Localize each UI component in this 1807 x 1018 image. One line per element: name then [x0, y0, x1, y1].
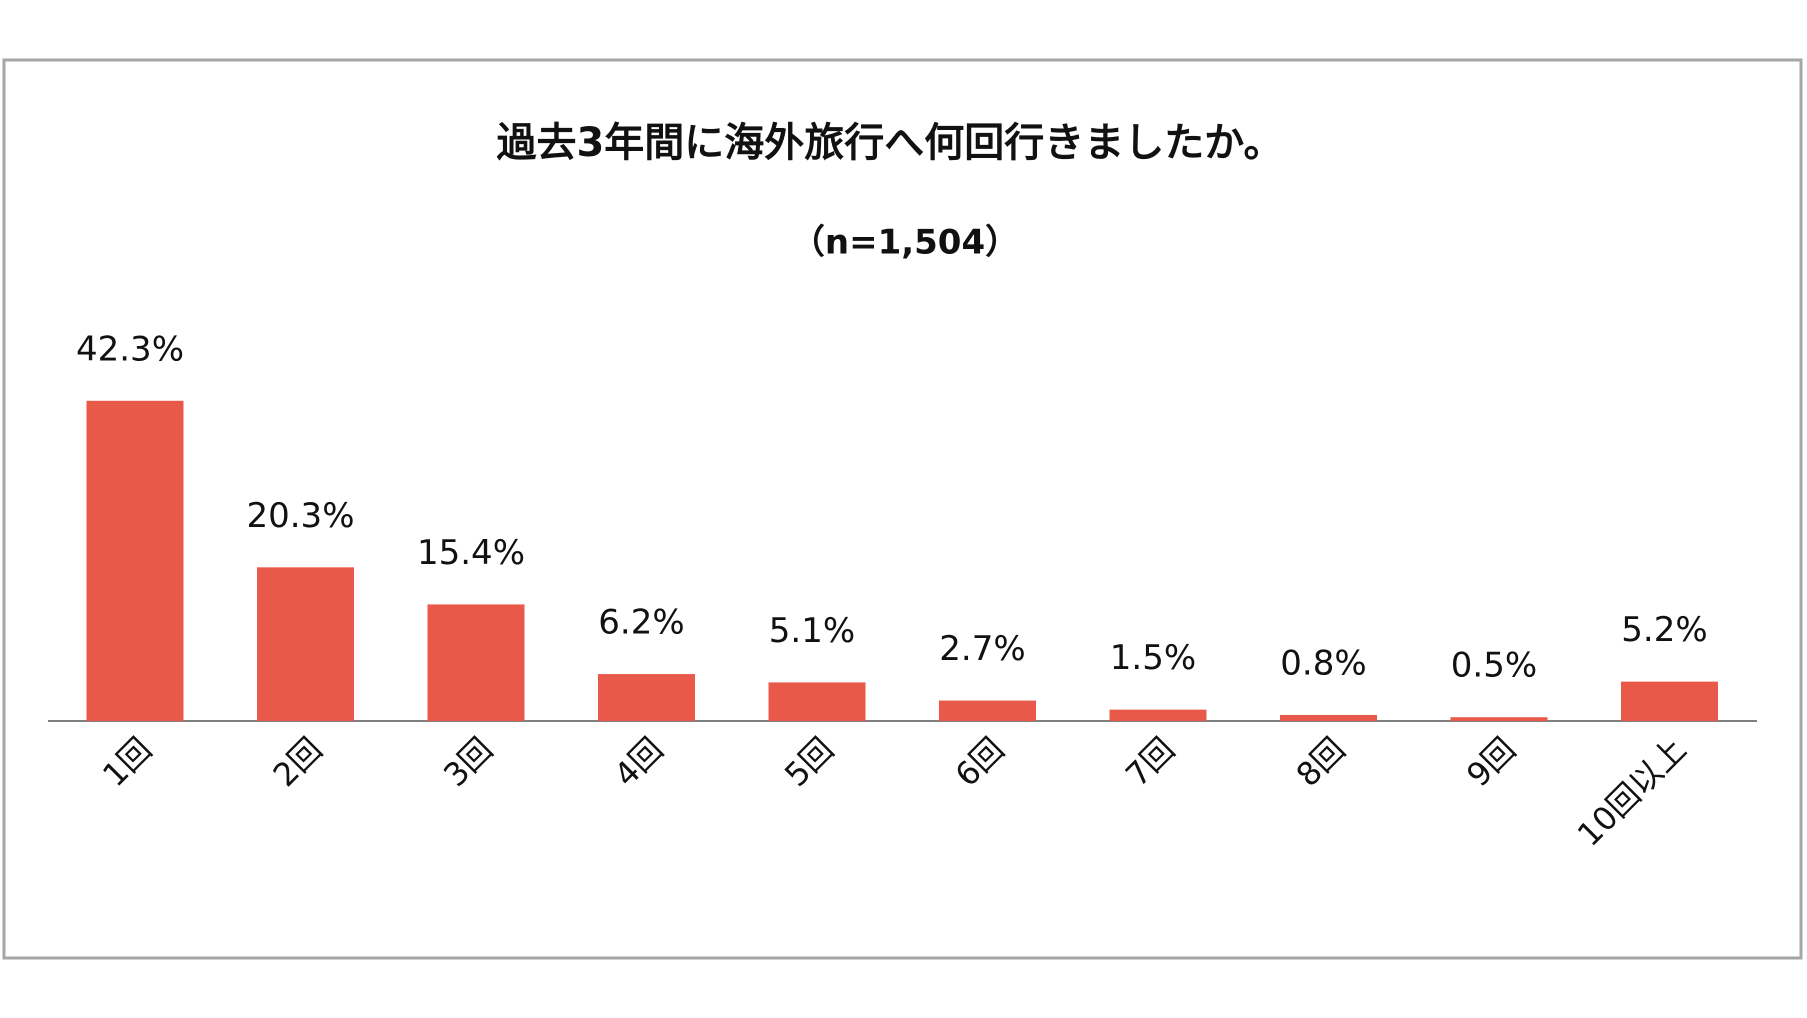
value-label: 20.3% — [246, 496, 354, 536]
bar — [1109, 709, 1207, 721]
value-label: 15.4% — [417, 533, 525, 573]
chart-frame — [2, 58, 1803, 960]
bar — [939, 700, 1036, 721]
value-label: 6.2% — [598, 603, 684, 643]
value-label: 0.5% — [1451, 646, 1537, 686]
bar — [257, 567, 354, 721]
bar — [86, 400, 184, 721]
bar — [427, 604, 525, 721]
bar — [1280, 714, 1377, 721]
bar — [1450, 717, 1548, 721]
value-label: 0.8% — [1280, 643, 1366, 683]
value-label: 5.2% — [1621, 610, 1707, 650]
chart-title: 過去3年間に海外旅行へ何回行きましたか。 — [496, 120, 1283, 166]
value-label: 5.1% — [769, 611, 855, 651]
value-label: 42.3% — [76, 329, 184, 369]
value-label: 1.5% — [1110, 638, 1196, 678]
bar — [1621, 681, 1718, 721]
bar — [768, 682, 866, 721]
chart-subtitle: （n=1,504） — [791, 223, 1019, 263]
bar — [598, 674, 695, 721]
value-label: 2.7% — [939, 629, 1025, 669]
